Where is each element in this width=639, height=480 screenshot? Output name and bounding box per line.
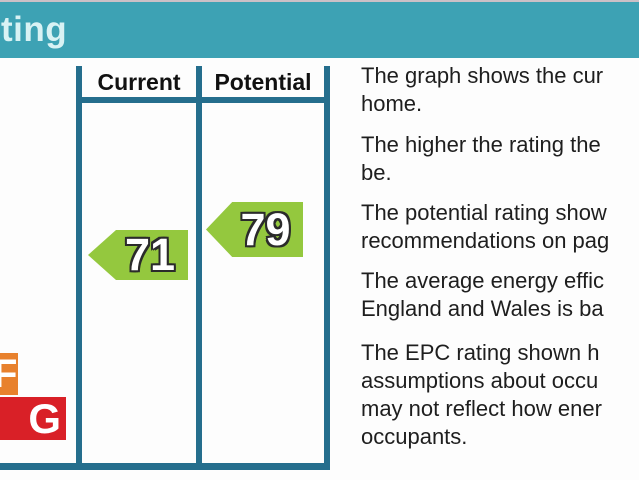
text-line: England and Wales is ba (361, 296, 604, 321)
text-line: recommendations on pag (361, 228, 610, 253)
text-line: home. (361, 91, 423, 116)
page-title: ting (1, 10, 68, 49)
chart-header-underline (76, 97, 330, 103)
current-rating-value: 71 (124, 229, 176, 280)
rating-band-g: G (0, 397, 66, 440)
chart-grid-line-right (324, 66, 330, 470)
text-line: The EPC rating shown h (361, 340, 600, 365)
text-line: The graph shows the cur (361, 63, 604, 88)
text-line: occupants. (361, 424, 468, 449)
top-edge-artifact (0, 0, 639, 2)
column-header-potential: Potential (214, 69, 312, 95)
text-line: The potential rating show (361, 200, 607, 225)
paragraph-average-rating: The average energy effic England and Wal… (361, 267, 639, 323)
text-line: may not reflect how ener (361, 396, 602, 421)
text-line: assumptions about occu (361, 368, 599, 393)
band-f-letter: F (0, 353, 18, 395)
chart-bottom-border (0, 463, 330, 470)
current-rating-arrow: 71 (88, 230, 188, 280)
paragraph-graph-shows: The graph shows the cur home. (361, 62, 639, 118)
column-header-current: Current (97, 69, 181, 95)
potential-rating-value: 79 (240, 203, 291, 255)
chart-grid-line-left (76, 66, 82, 470)
text-line: be. (361, 160, 392, 185)
description-column: The graph shows the cur home. The higher… (361, 0, 639, 480)
potential-rating-arrow: 79 (206, 202, 303, 257)
paragraph-higher-rating: The higher the rating the be. (361, 131, 639, 187)
text-line: The higher the rating the (361, 132, 601, 157)
title-bar: ting (0, 2, 639, 58)
text-line: The average energy effic (361, 268, 604, 293)
paragraph-potential-rating: The potential rating show recommendation… (361, 199, 639, 255)
chart-grid-line-middle (196, 66, 202, 470)
band-g-letter: G (28, 397, 61, 440)
paragraph-epc-assumptions: The EPC rating shown h assumptions about… (361, 339, 639, 451)
rating-band-f: F (0, 353, 18, 395)
